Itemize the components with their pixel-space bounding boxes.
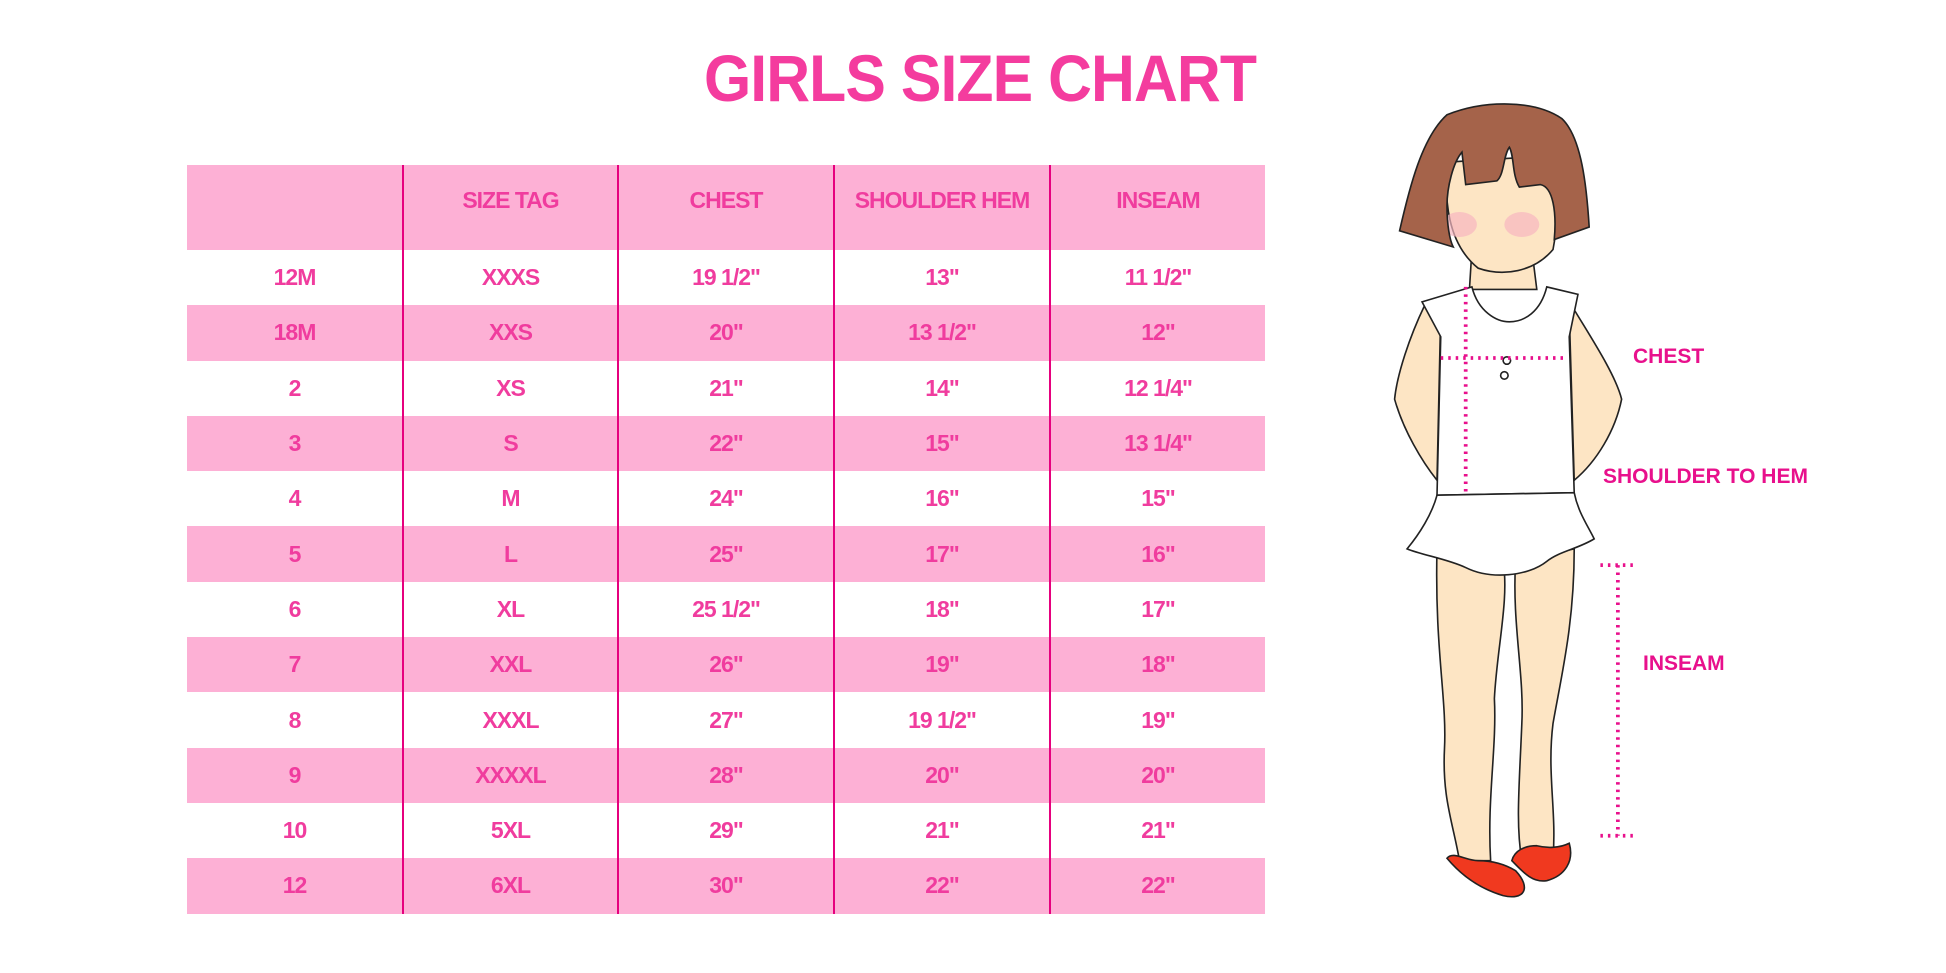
table-row: 10 5XL 29" 21" 21" bbox=[187, 802, 1265, 859]
table-cell: 13 1/4" bbox=[1049, 415, 1265, 472]
table-cell: 5XL bbox=[402, 802, 617, 859]
table-cell: 3 bbox=[288, 430, 302, 457]
table-cell: 16" bbox=[1049, 526, 1265, 582]
table-cell: 20" bbox=[617, 305, 833, 361]
table-cell: 15" bbox=[1049, 471, 1265, 527]
table-cell: 5 bbox=[288, 540, 302, 567]
table-cell: XXXS bbox=[402, 250, 617, 306]
chest-label: CHEST bbox=[1633, 345, 1705, 368]
table-cell: 7 bbox=[288, 651, 302, 678]
table-cell: 19" bbox=[1049, 692, 1265, 748]
table-cell: L bbox=[402, 526, 617, 582]
table-cell: 12" bbox=[1049, 305, 1265, 361]
table-cell: 20" bbox=[1049, 747, 1265, 803]
table-cell: 21" bbox=[617, 360, 833, 416]
table-row: 2 XS 21" 14" 12 1/4" bbox=[187, 360, 1265, 416]
table-cell: 18" bbox=[1049, 637, 1265, 693]
table-cell: 11 1/2" bbox=[1049, 250, 1265, 306]
size-chart-table: SIZE TAG CHEST SHOULDER HEM INSEAM 12M XXXS 19… bbox=[187, 165, 1265, 914]
table-cell: XS bbox=[402, 360, 617, 416]
table-cell: 19" bbox=[833, 637, 1049, 693]
column-header: INSEAM bbox=[1049, 165, 1265, 250]
right-arm bbox=[1568, 303, 1623, 482]
table-header-row: SIZE TAG CHEST SHOULDER HEM INSEAM bbox=[187, 165, 1265, 250]
table-cell: 6 bbox=[288, 595, 302, 622]
table-cell: 12 1/4" bbox=[1049, 360, 1265, 416]
hair bbox=[1398, 103, 1591, 249]
table-row: 7 XXL 26" 19" 18" bbox=[187, 637, 1265, 693]
table-cell: 6XL bbox=[402, 858, 617, 914]
table-cell: XXXXL bbox=[402, 747, 617, 803]
table-cell: 24" bbox=[617, 471, 833, 527]
table-cell: 13 1/2" bbox=[833, 305, 1049, 361]
table-cell: S bbox=[402, 415, 617, 472]
table-cell: 30" bbox=[617, 858, 833, 914]
left-shoe bbox=[1445, 854, 1526, 898]
table-row: 5 L 25" 17" 16" bbox=[187, 526, 1265, 582]
table-cell: 29" bbox=[617, 802, 833, 859]
shoulder-to-hem-label: SHOULDER TO HEM bbox=[1603, 465, 1808, 488]
table-cell: XL bbox=[402, 581, 617, 638]
table-cell: 16" bbox=[833, 471, 1049, 527]
inseam-label: INSEAM bbox=[1643, 652, 1725, 675]
table-cell: 4 bbox=[288, 485, 302, 512]
table-row: 9 XXXXL 28" 20" 20" bbox=[187, 747, 1265, 803]
table-cell: M bbox=[402, 471, 617, 527]
table-cell: 12M bbox=[273, 264, 317, 291]
column-header: SIZE TAG bbox=[402, 165, 617, 250]
column-header: SHOULDER HEM bbox=[833, 165, 1049, 250]
table-cell: 17" bbox=[1049, 581, 1265, 638]
table-cell: 27" bbox=[617, 692, 833, 748]
table-cell: 17" bbox=[833, 526, 1049, 582]
table-cell: XXXL bbox=[402, 692, 617, 748]
table-row: 12M XXXS 19 1/2" 13" 11 1/2" bbox=[187, 250, 1265, 306]
table-cell: 15" bbox=[833, 415, 1049, 472]
table-cell: 28" bbox=[617, 747, 833, 803]
table-cell: 2 bbox=[288, 374, 302, 401]
table-row: 6 XL 25 1/2" 18" 17" bbox=[187, 581, 1265, 638]
table-cell: 8 bbox=[288, 706, 302, 733]
table-cell: 22" bbox=[1049, 858, 1265, 914]
page-title: GIRLS SIZE CHART bbox=[703, 41, 1257, 115]
table-cell: 21" bbox=[833, 802, 1049, 859]
table-cell: XXS bbox=[402, 305, 617, 361]
table-cell: 26" bbox=[617, 637, 833, 693]
table-row: 12 6XL 30" 22" 22" bbox=[187, 858, 1265, 914]
right-leg bbox=[1514, 547, 1576, 862]
table-cell: 25" bbox=[617, 526, 833, 582]
table-cell: 25 1/2" bbox=[617, 581, 833, 638]
table-row: 4 M 24" 16" 15" bbox=[187, 471, 1265, 527]
column-header: CHEST bbox=[617, 165, 833, 250]
table-cell: 14" bbox=[833, 360, 1049, 416]
table-cell: 18M bbox=[273, 319, 317, 346]
table-cell: 19 1/2" bbox=[617, 250, 833, 306]
table-cell: 9 bbox=[288, 761, 302, 788]
table-row: 3 S 22" 15" 13 1/4" bbox=[187, 415, 1265, 472]
table-cell: 19 1/2" bbox=[833, 692, 1049, 748]
table-cell: 21" bbox=[1049, 802, 1265, 859]
table-cell: XXL bbox=[402, 637, 617, 693]
right-shoe bbox=[1510, 842, 1572, 882]
table-cell: 13" bbox=[833, 250, 1049, 306]
table-row: 18M XXS 20" 13 1/2" 12" bbox=[187, 305, 1265, 361]
table-cell: 22" bbox=[617, 415, 833, 472]
table-cell: 10 bbox=[282, 817, 308, 844]
left-leg bbox=[1435, 547, 1506, 862]
table-cell: 18" bbox=[833, 581, 1049, 638]
shirt bbox=[1420, 285, 1579, 497]
table-cell: 20" bbox=[833, 747, 1049, 803]
table-row: 8 XXXL 27" 19 1/2" 19" bbox=[187, 692, 1265, 748]
table-cell: 22" bbox=[833, 858, 1049, 914]
table-cell: 12 bbox=[282, 872, 308, 899]
left-arm bbox=[1393, 304, 1442, 483]
skirt bbox=[1405, 491, 1596, 576]
